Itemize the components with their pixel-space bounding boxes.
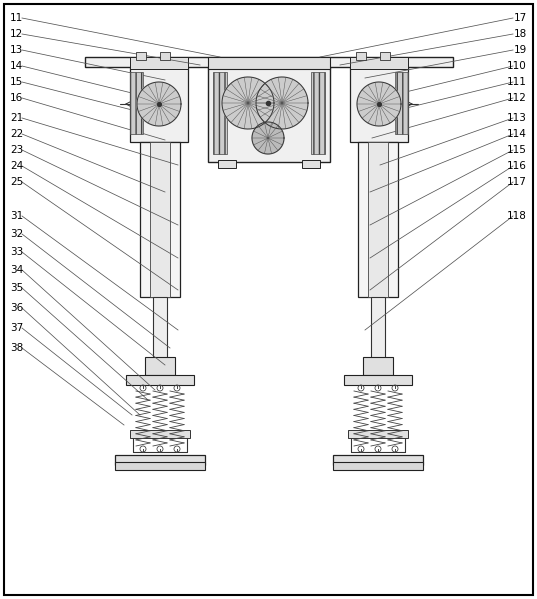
Bar bbox=[145, 357, 175, 375]
Text: 37: 37 bbox=[10, 323, 23, 333]
Bar bbox=[333, 462, 423, 470]
Bar bbox=[126, 375, 194, 385]
Bar bbox=[213, 72, 227, 154]
Bar bbox=[380, 52, 390, 60]
Bar bbox=[348, 430, 408, 438]
Text: 12: 12 bbox=[10, 29, 23, 39]
Bar bbox=[333, 455, 423, 465]
Text: 110: 110 bbox=[507, 61, 527, 71]
Text: 32: 32 bbox=[10, 229, 23, 239]
Bar bbox=[160, 52, 170, 60]
Bar bbox=[371, 297, 385, 365]
Text: 31: 31 bbox=[10, 211, 23, 221]
Text: 112: 112 bbox=[507, 93, 527, 103]
Bar bbox=[85, 57, 453, 67]
Text: 33: 33 bbox=[10, 247, 23, 257]
Text: 115: 115 bbox=[507, 145, 527, 155]
Text: 113: 113 bbox=[507, 113, 527, 123]
Bar bbox=[302, 160, 320, 168]
Text: 38: 38 bbox=[10, 343, 23, 353]
Text: 114: 114 bbox=[507, 129, 527, 139]
Text: 17: 17 bbox=[514, 13, 527, 23]
Polygon shape bbox=[256, 77, 308, 129]
Bar bbox=[136, 52, 146, 60]
Text: 116: 116 bbox=[507, 161, 527, 171]
Text: 16: 16 bbox=[10, 93, 23, 103]
Text: 15: 15 bbox=[10, 77, 23, 87]
Text: 19: 19 bbox=[514, 45, 527, 55]
Text: 14: 14 bbox=[10, 61, 23, 71]
Polygon shape bbox=[137, 82, 181, 126]
Bar bbox=[208, 57, 330, 69]
Polygon shape bbox=[222, 77, 274, 129]
Text: 11: 11 bbox=[10, 13, 23, 23]
Bar bbox=[358, 142, 398, 297]
Bar bbox=[115, 455, 205, 465]
Bar bbox=[130, 67, 188, 142]
Text: 34: 34 bbox=[10, 265, 23, 275]
Bar bbox=[150, 142, 170, 297]
Text: 24: 24 bbox=[10, 161, 23, 171]
Bar bbox=[368, 142, 388, 297]
Bar bbox=[363, 357, 393, 375]
Bar bbox=[350, 57, 408, 69]
Text: 21: 21 bbox=[10, 113, 23, 123]
Text: 18: 18 bbox=[514, 29, 527, 39]
Bar bbox=[350, 67, 408, 142]
Text: 22: 22 bbox=[10, 129, 23, 139]
Polygon shape bbox=[357, 82, 401, 126]
Text: 25: 25 bbox=[10, 177, 23, 187]
Bar bbox=[344, 375, 412, 385]
Bar bbox=[208, 67, 330, 162]
Polygon shape bbox=[252, 122, 284, 154]
Text: 118: 118 bbox=[507, 211, 527, 221]
Text: 13: 13 bbox=[10, 45, 23, 55]
Text: 23: 23 bbox=[10, 145, 23, 155]
Bar bbox=[356, 52, 366, 60]
Text: 36: 36 bbox=[10, 303, 23, 313]
Bar bbox=[395, 72, 408, 134]
Bar bbox=[140, 142, 180, 297]
Bar bbox=[130, 57, 188, 69]
Bar bbox=[218, 160, 236, 168]
Text: 117: 117 bbox=[507, 177, 527, 187]
Bar bbox=[115, 462, 205, 470]
Bar bbox=[130, 72, 143, 134]
Bar bbox=[311, 72, 325, 154]
Bar bbox=[130, 430, 190, 438]
Text: 35: 35 bbox=[10, 283, 23, 293]
Bar bbox=[153, 297, 167, 365]
Text: 111: 111 bbox=[507, 77, 527, 87]
